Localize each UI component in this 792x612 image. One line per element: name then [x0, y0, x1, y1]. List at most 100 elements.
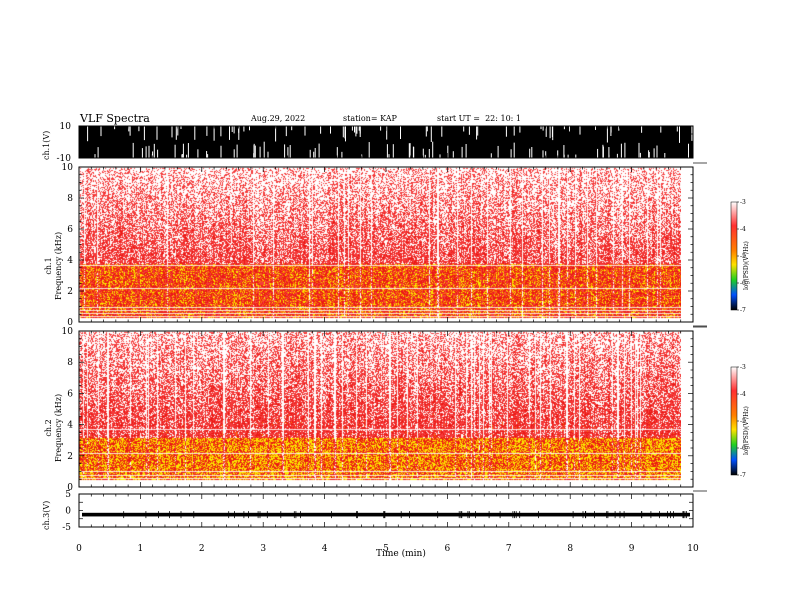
ch1-waveform-gap	[336, 147, 338, 158]
ch1-waveform-gap	[425, 126, 427, 137]
ch1-waveform-gap	[413, 146, 415, 158]
ch1-waveform-gap	[579, 126, 581, 135]
ch1-waveform-gap	[441, 126, 443, 137]
ch2-colorbar-tick-label: -3	[740, 364, 746, 371]
ch1-waveform-gap	[468, 126, 470, 135]
ch1-waveform-gap	[236, 144, 238, 158]
ch1-waveform-gap	[386, 126, 388, 140]
ch1-waveform-gap	[432, 141, 434, 158]
ch1-waveform-gap	[313, 151, 315, 159]
ch1-waveform-gap	[356, 126, 358, 134]
ch3-ytick-label: 5	[65, 490, 71, 500]
x-tick-label: 3	[260, 544, 266, 554]
x-tick-label: 6	[445, 544, 451, 554]
ch1-waveform-gap	[342, 126, 344, 138]
ch1-waveform-gap	[463, 126, 465, 132]
ch1-waveform-gap	[157, 149, 159, 158]
ch1-waveform-gap	[513, 126, 515, 136]
ch2-colorbar-tick-label: -5	[740, 418, 746, 425]
ch1-ytick-label: 6	[67, 225, 73, 235]
x-tick-label: 10	[687, 544, 699, 554]
ch1-waveform-gap	[545, 126, 547, 137]
ch2-ytick-label: 2	[67, 452, 73, 462]
ch1-waveform-gap	[148, 145, 150, 159]
ch1-waveform-gap	[567, 154, 569, 158]
ch1-waveform-gap	[510, 149, 512, 159]
ch1-waveform-gap	[145, 146, 147, 159]
ch1-waveform-gap	[263, 141, 265, 158]
ch1-colorbar-label: log(PSD)(V²/Hz)	[743, 241, 750, 290]
ch1-waveform-gap	[314, 148, 316, 159]
ch1-waveform-gap	[100, 126, 102, 137]
ch1-waveform-gap	[289, 145, 291, 159]
ch1-waveform-gap	[679, 126, 680, 143]
ch1-colorbar-tick-label: -3	[740, 199, 746, 206]
ch1-spectrogram-frame	[78, 166, 694, 323]
ch1-waveform-gap	[291, 126, 293, 131]
x-tick-label: 2	[199, 544, 205, 554]
ch1-waveform-gap	[220, 126, 222, 137]
ch1-waveform-gap	[388, 154, 390, 159]
ch1-waveform-gap	[275, 126, 277, 142]
x-tick-label: 0	[76, 544, 82, 554]
ch2-colorbar-label: log(PSD)(V²/Hz)	[743, 406, 750, 455]
ch1-waveform-gap	[569, 126, 570, 132]
ch1-waveform-gap	[392, 144, 394, 158]
ch1-waveform-gap	[114, 126, 116, 130]
ch1-waveform-gap	[182, 143, 184, 159]
x-tick-label: 1	[138, 544, 144, 554]
ch1-waveform-gap	[330, 126, 331, 134]
ch1-ytick-label: 4	[67, 256, 73, 266]
ch1-waveform-gap	[610, 126, 612, 136]
ch2-spectrogram-frame	[78, 330, 694, 488]
ch1-waveform-gap	[505, 126, 507, 137]
ch1-waveform-gap	[408, 143, 410, 158]
ch2-ytick-label: 4	[67, 421, 73, 431]
ch1-waveform-gap	[129, 126, 131, 136]
ch1-waveform-gap	[648, 151, 650, 158]
ch1-waveform-gap	[359, 126, 361, 134]
ch1-waveform-gap	[309, 149, 311, 159]
ch1-ytick-label: 10	[62, 163, 74, 173]
ch1-waveform-gap	[439, 154, 441, 159]
ch1-waveform-gap	[97, 147, 99, 159]
ch1-waveform-gap	[175, 126, 177, 140]
ch1-waveform-gap	[267, 151, 269, 158]
ch1-waveform-gap	[477, 126, 479, 136]
ch1-waveform-gap	[660, 126, 662, 133]
ch1-waveform-gap	[345, 126, 346, 142]
ch1-waveform-gap	[400, 126, 401, 139]
ch1-waveform-gap	[426, 126, 428, 132]
ch1-waveform-gap	[618, 126, 620, 131]
ch1-waveform-gap	[490, 153, 492, 158]
ch1-waveform-gap	[177, 126, 179, 136]
ch1-waveform-gap	[351, 126, 353, 131]
ch1-waveform-gap	[138, 126, 140, 132]
ch3-waveform-band	[82, 512, 690, 517]
ch1-waveform-gap	[641, 126, 643, 133]
ch2-colorbar-tick-label: -7	[740, 472, 746, 479]
ch1-waveform-gap	[243, 126, 245, 132]
ch1-colorbar-tick-label: -6	[740, 280, 746, 287]
ch1-waveform-gap	[430, 126, 432, 142]
ch1-ytick-label: 0	[67, 318, 73, 328]
ch1-waveform-fill	[79, 126, 693, 158]
ch1-ytick-label: 8	[67, 194, 73, 204]
ch1-waveform-gap	[624, 142, 626, 158]
ch3-ytick-label: -5	[62, 523, 71, 533]
ch1-waveform-gap	[409, 143, 411, 159]
ch1-waveform-gap	[497, 145, 499, 159]
ch1-colorbar-tick-label: -4	[740, 226, 746, 233]
ch1-waveform-gap	[447, 145, 449, 159]
ch2-spectrogram-ylabel: ch.2 Frequency (kHz)	[44, 393, 63, 462]
ch1-waveform-gap	[653, 148, 655, 159]
chart-title: VLF Spectra	[80, 112, 150, 125]
ch1-waveform-gap	[249, 126, 250, 131]
ch1-waveform-gap	[424, 154, 426, 159]
ch1-waveform-gap	[656, 145, 658, 159]
date-label: Aug.29, 2022	[251, 114, 306, 123]
ch1-waveform-gap	[557, 150, 559, 158]
ch1-waveform-gap	[452, 151, 454, 158]
ch1-waveform-gap	[648, 150, 650, 158]
ch2-ytick-label: 10	[62, 327, 74, 337]
